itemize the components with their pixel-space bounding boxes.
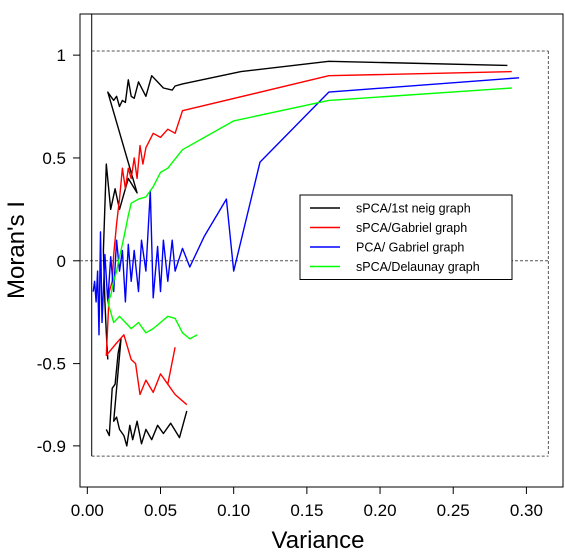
x-axis: 0.00 0.05 0.10 0.15 0.20 0.25 0.30	[71, 487, 543, 520]
y-axis-title: Moran's I	[3, 201, 30, 299]
legend: sPCA/1st neig graph sPCA/Gabriel graph PCA…	[299, 194, 513, 280]
x-tick-label: 0.00	[71, 501, 104, 520]
x-tick-label: 0.30	[510, 501, 543, 520]
y-tick-label: 1	[57, 46, 66, 65]
legend-label: sPCA/Gabriel graph	[356, 221, 467, 235]
y-tick-label: 0.5	[42, 149, 66, 168]
legend-label: PCA/ Gabriel graph	[356, 241, 464, 255]
x-tick-label: 0.20	[363, 501, 396, 520]
x-tick-label: 0.10	[217, 501, 250, 520]
plot-frame	[79, 13, 564, 488]
x-axis-title: Variance	[272, 527, 365, 553]
x-tick-label: 0.15	[290, 501, 323, 520]
series-line	[105, 70, 512, 396]
series-group	[92, 60, 520, 447]
legend-box	[299, 194, 513, 280]
y-tick-label: 0	[57, 252, 66, 271]
legend-label: sPCA/1st neig graph	[356, 202, 471, 216]
y-tick-label: -0.9	[37, 437, 66, 456]
y-tick-label: -0.5	[37, 355, 66, 374]
series-line	[102, 60, 508, 360]
legend-label: sPCA/Delaunay graph	[356, 260, 480, 274]
series-line	[107, 87, 512, 340]
series-line	[105, 338, 188, 447]
x-tick-label: 0.25	[437, 501, 470, 520]
series-line	[167, 383, 188, 406]
y-axis: 1 0.5 0 -0.5 -0.9	[37, 46, 80, 456]
x-tick-label: 0.05	[144, 501, 177, 520]
series-line	[92, 77, 520, 336]
